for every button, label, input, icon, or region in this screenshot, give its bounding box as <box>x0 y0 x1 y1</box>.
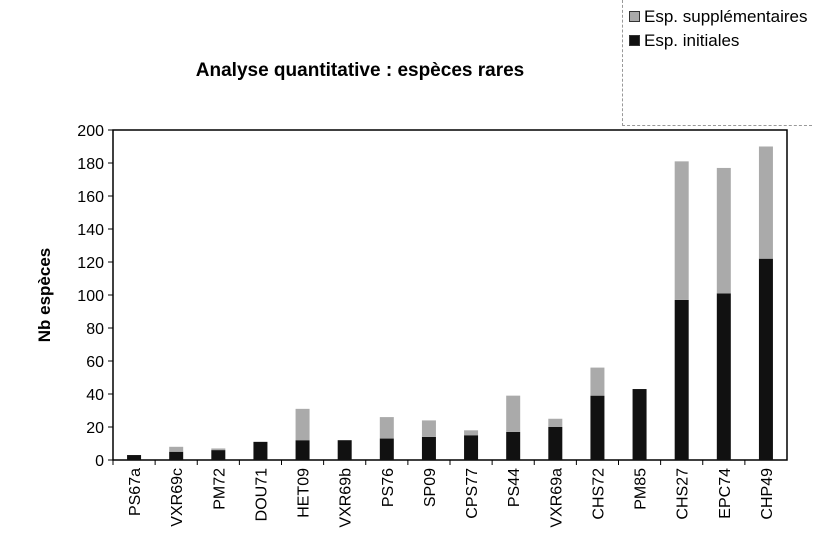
y-tick-label: 80 <box>86 321 104 338</box>
bar-segment <box>295 408 310 441</box>
bar-segment <box>295 440 310 460</box>
y-tick-label: 60 <box>86 354 104 371</box>
legend-label: Esp. supplémentaires <box>644 7 808 26</box>
bar-segment <box>421 436 436 460</box>
x-tick-label: HET09 <box>296 468 313 518</box>
bar-segment <box>674 299 689 460</box>
x-tick-label: DOU71 <box>253 468 270 521</box>
x-tick-label: VXR69c <box>169 468 186 527</box>
x-tick-label: SP09 <box>422 468 439 507</box>
bar-segment <box>590 367 605 396</box>
bar-segment <box>379 438 394 460</box>
bar-segment <box>337 440 352 460</box>
bar-segment <box>253 441 268 460</box>
bar-segment <box>674 161 689 300</box>
x-tick-label: EPC74 <box>717 468 734 519</box>
y-tick-label: 20 <box>86 420 104 437</box>
bar-segment <box>169 451 184 460</box>
bar-segment <box>548 418 563 427</box>
legend-swatch <box>629 35 640 46</box>
bar-segment <box>506 431 521 460</box>
bar-segment <box>758 146 773 259</box>
bar-segment <box>506 395 521 432</box>
y-tick-label: 40 <box>86 387 104 404</box>
x-tick-label: CHS72 <box>590 468 607 520</box>
x-tick-label: CPS77 <box>464 468 481 519</box>
x-tick-label: PS76 <box>380 468 397 507</box>
x-tick-label: PS67a <box>127 468 144 516</box>
x-tick-label: PM85 <box>633 468 650 510</box>
bar-segment <box>716 293 731 460</box>
chart-title: Analyse quantitative : espèces rares <box>196 60 524 81</box>
bar-segment <box>590 395 605 460</box>
y-tick-label: 200 <box>77 123 104 140</box>
bar-segment <box>758 258 773 460</box>
y-tick-label: 100 <box>77 288 104 305</box>
bar-segment <box>169 446 184 452</box>
bar-segment <box>548 427 563 460</box>
bar-segment <box>127 455 142 460</box>
bar-segment <box>464 430 479 436</box>
bar-segment <box>421 420 436 437</box>
y-tick-label: 180 <box>77 156 104 173</box>
bar-segment <box>379 417 394 439</box>
bar-segment <box>211 448 226 451</box>
y-tick-label: 0 <box>95 453 104 470</box>
legend-item: Esp. initiales <box>629 30 812 52</box>
x-tick-label: CHP49 <box>759 468 776 520</box>
x-tick-label: PS44 <box>506 468 523 507</box>
legend-swatch <box>629 11 640 22</box>
y-tick-label: 120 <box>77 255 104 272</box>
legend: Esp. supplémentaires Esp. initiales <box>622 0 812 126</box>
legend-label: Esp. initiales <box>644 31 740 50</box>
x-tick-label: CHS27 <box>675 468 692 520</box>
bar-segment <box>632 389 647 460</box>
y-tick-label: 140 <box>77 222 104 239</box>
x-tick-label: VXR69b <box>338 468 355 528</box>
x-tick-label: VXR69a <box>548 468 565 528</box>
x-tick-label: PM72 <box>211 468 228 510</box>
bar-segment <box>716 167 731 294</box>
y-axis-label: Nb espèces <box>35 248 54 343</box>
bar-segment <box>464 435 479 460</box>
legend-item: Esp. supplémentaires <box>629 6 812 28</box>
y-tick-label: 160 <box>77 189 104 206</box>
bar-segment <box>211 450 226 460</box>
